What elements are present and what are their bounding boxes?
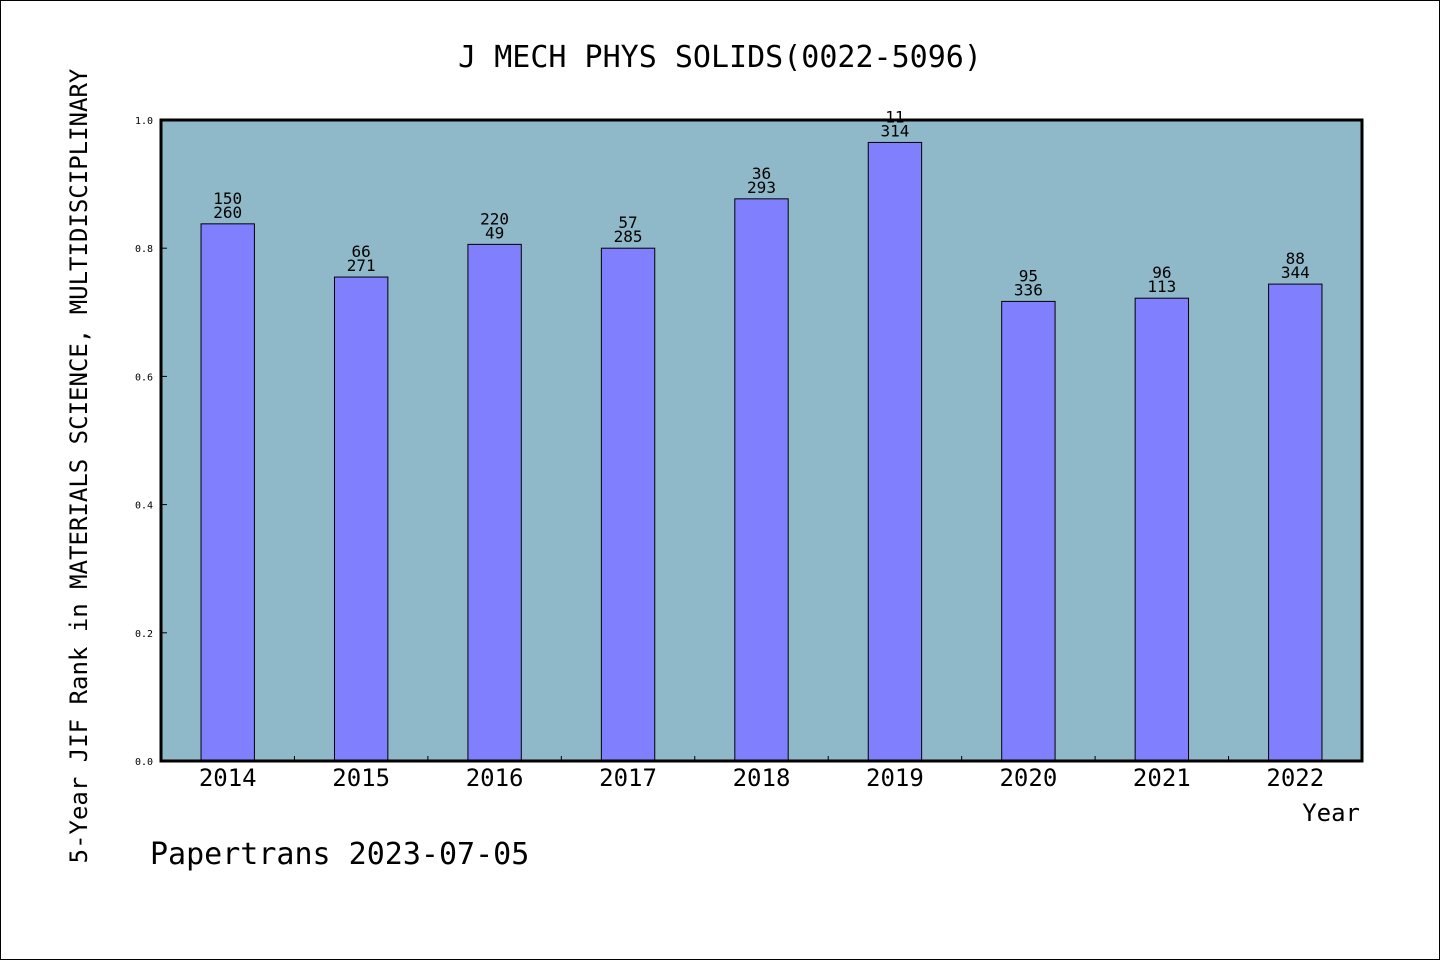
bar-2018 (734, 198, 789, 762)
plot-border (159, 118, 1364, 763)
bar-label-top-2022: 88 (1286, 249, 1305, 268)
bar-label-bottom-2017: 285 (614, 227, 643, 246)
bar-label-bottom-2019: 314 (880, 121, 909, 140)
x-tick-label-2014: 2014 (199, 764, 257, 792)
bar-label-bottom-2018: 293 (747, 178, 776, 197)
bar-label-top-2015: 66 (352, 242, 371, 261)
bar-label-top-2018: 36 (752, 164, 771, 183)
y-tick-label: 0.0 (135, 757, 153, 768)
x-tick-label-2016: 2016 (466, 764, 524, 792)
x-tick-label-2020: 2020 (999, 764, 1057, 792)
bar-2020 (1001, 300, 1056, 762)
bar-2016 (467, 243, 522, 762)
y-tick-label: 1.0 (135, 116, 153, 127)
bar-2019 (867, 141, 923, 762)
bar-2015 (333, 276, 389, 762)
bar-2014 (200, 223, 255, 762)
y-axis-label: 5-Year JIF Rank in MATERIALS SCIENCE, MU… (65, 68, 93, 863)
y-tick-label: 0.6 (135, 372, 153, 383)
bar-2021 (1134, 297, 1190, 762)
bar-label-bottom-2014: 260 (213, 203, 242, 222)
bar-label-top-2014: 150 (213, 189, 242, 208)
y-tick-label: 0.2 (135, 629, 153, 640)
bar-label-bottom-2020: 336 (1014, 280, 1043, 299)
x-tick-label-2021: 2021 (1133, 764, 1191, 792)
y-tick-label: 0.8 (135, 244, 153, 255)
bar-label-bottom-2022: 344 (1281, 263, 1310, 282)
chart-title: J MECH PHYS SOLIDS(0022-5096) (458, 40, 982, 75)
footer-credit: Papertrans 2023-07-05 (150, 837, 529, 872)
x-tick-label-2017: 2017 (599, 764, 657, 792)
bar-2022 (1268, 283, 1323, 762)
bar-label-top-2016: 220 (480, 209, 509, 228)
x-tick-label-2018: 2018 (733, 764, 791, 792)
bar-label-bottom-2021: 113 (1147, 277, 1176, 296)
x-tick-label-2015: 2015 (332, 764, 390, 792)
x-axis-label: Year (1302, 799, 1360, 827)
x-tick-label-2019: 2019 (866, 764, 924, 792)
bar-label-bottom-2016: 49 (485, 223, 504, 242)
bar-label-top-2017: 57 (618, 213, 637, 232)
bar-label-top-2020: 95 (1019, 266, 1038, 285)
bar-label-bottom-2015: 271 (347, 256, 376, 275)
y-tick-label: 0.4 (135, 501, 153, 512)
bar-label-top-2019: 11 (885, 107, 904, 126)
bar-2017 (600, 247, 656, 762)
x-tick-label-2022: 2022 (1266, 764, 1324, 792)
bar-label-top-2021: 96 (1152, 263, 1171, 282)
